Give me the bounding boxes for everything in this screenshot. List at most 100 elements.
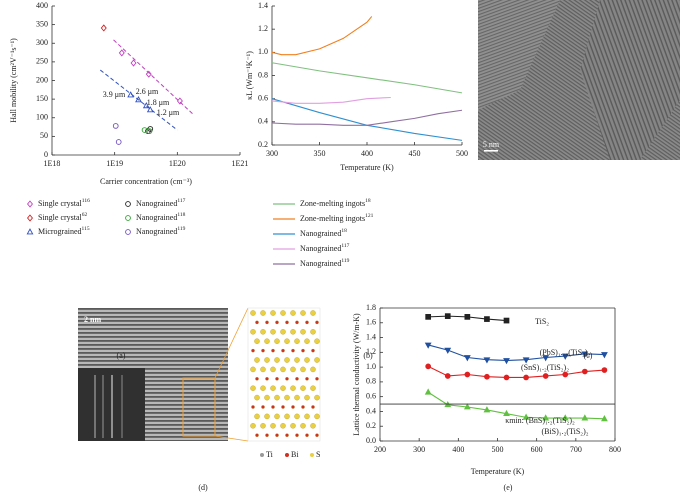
marker	[503, 317, 510, 324]
legend-name: Micrograined	[38, 227, 82, 236]
atom	[270, 366, 276, 373]
atom	[264, 413, 270, 420]
y-axis-label: κL (Wm⁻¹K⁻¹)	[245, 51, 254, 100]
legend-name: Nanograined	[300, 244, 341, 253]
x-tick-label: 400	[361, 149, 373, 158]
atom	[310, 329, 316, 335]
atom	[270, 423, 276, 429]
atom	[300, 310, 306, 316]
atom	[290, 366, 296, 373]
marker	[112, 123, 119, 129]
atom	[274, 413, 280, 420]
marker	[561, 414, 569, 421]
atom	[314, 357, 320, 363]
atom	[265, 377, 269, 381]
marker	[135, 96, 142, 103]
series-label: (BiS)₁.₂(TiS₂)₂	[541, 427, 588, 436]
legend-name: Zone-melting ingots	[300, 199, 365, 208]
legend-ref: 116	[82, 198, 90, 204]
marker	[127, 91, 135, 98]
series-label: (PbS)₁.₁₈(TiS₂)₂	[540, 348, 591, 357]
legend-name: Zone-melting ingots	[300, 214, 365, 223]
y-tick-label: 200	[36, 75, 48, 84]
x-tick-label: 1E19	[106, 159, 123, 168]
legend-name: Nanograined	[136, 227, 177, 236]
y-tick-label: 0.4	[366, 406, 376, 415]
y-tick-label: 0.2	[366, 421, 376, 430]
legend-label: Nanograined118	[136, 212, 186, 222]
atom	[314, 338, 320, 344]
atom	[300, 385, 306, 391]
atom	[291, 348, 295, 353]
marker	[424, 388, 432, 395]
atom-legend-label: Ti	[266, 450, 274, 459]
atom	[275, 433, 279, 437]
atom	[271, 405, 275, 409]
atom	[315, 320, 319, 325]
atom	[284, 413, 290, 420]
atom	[285, 433, 289, 437]
atom	[314, 413, 320, 420]
marker	[581, 414, 589, 421]
atom	[294, 413, 300, 420]
marker	[176, 97, 183, 105]
atom	[275, 320, 279, 325]
y-tick-label: 1.0	[366, 362, 376, 371]
hrtem-image-d	[78, 307, 321, 442]
atom	[254, 357, 260, 363]
atom	[260, 423, 266, 429]
atom	[280, 329, 286, 335]
marker	[581, 351, 589, 358]
atom	[295, 433, 299, 437]
marker	[444, 313, 451, 319]
atom	[274, 357, 280, 363]
y-tick-label: 150	[36, 94, 48, 103]
legend-label: Single crystal116	[38, 198, 90, 208]
atom	[304, 357, 310, 363]
y-tick-label: 0.8	[258, 70, 268, 79]
panel-label: (e)	[504, 483, 513, 492]
marker	[130, 59, 137, 67]
atom	[310, 385, 316, 391]
marker	[425, 363, 432, 370]
x-tick-label: 500	[492, 445, 504, 454]
trend-line	[99, 69, 178, 131]
atom	[291, 405, 295, 409]
legend-marker	[125, 201, 131, 207]
atom-legend-dot	[310, 453, 314, 457]
y-tick-label: 1.0	[258, 47, 268, 56]
atom	[315, 433, 319, 437]
atom	[250, 310, 256, 316]
atom	[311, 348, 315, 353]
marker	[483, 357, 491, 364]
atom	[271, 348, 275, 353]
atom	[295, 320, 299, 325]
atom-legend-label: Bi	[291, 450, 299, 459]
atom	[300, 366, 306, 373]
marker	[484, 373, 490, 380]
x-axis-label: Temperature (K)	[471, 467, 525, 476]
atom	[260, 329, 266, 335]
atom	[310, 366, 316, 373]
y-tick-label: 0.2	[258, 140, 268, 149]
series-line	[428, 344, 605, 362]
legend-name: Single crystal	[38, 213, 83, 222]
atom	[290, 385, 296, 391]
series-label: TiS₂	[535, 317, 549, 326]
marker	[581, 368, 588, 375]
atom	[314, 394, 320, 401]
x-tick-label: 800	[609, 445, 621, 454]
legend-label: Zone-melting ingots18	[300, 198, 371, 208]
atom	[311, 405, 315, 409]
legend-name: Nanograined	[136, 199, 177, 208]
y-tick-label: 50	[40, 131, 48, 140]
panel-label: (d)	[198, 483, 208, 492]
atom	[294, 338, 300, 344]
atom	[290, 423, 296, 429]
atom	[254, 394, 260, 401]
annotation: 3.9 μm	[103, 90, 126, 99]
atom	[251, 348, 255, 353]
x-tick-label: 1E20	[169, 159, 186, 168]
y-tick-label: 250	[36, 57, 48, 66]
series-line	[271, 16, 373, 56]
